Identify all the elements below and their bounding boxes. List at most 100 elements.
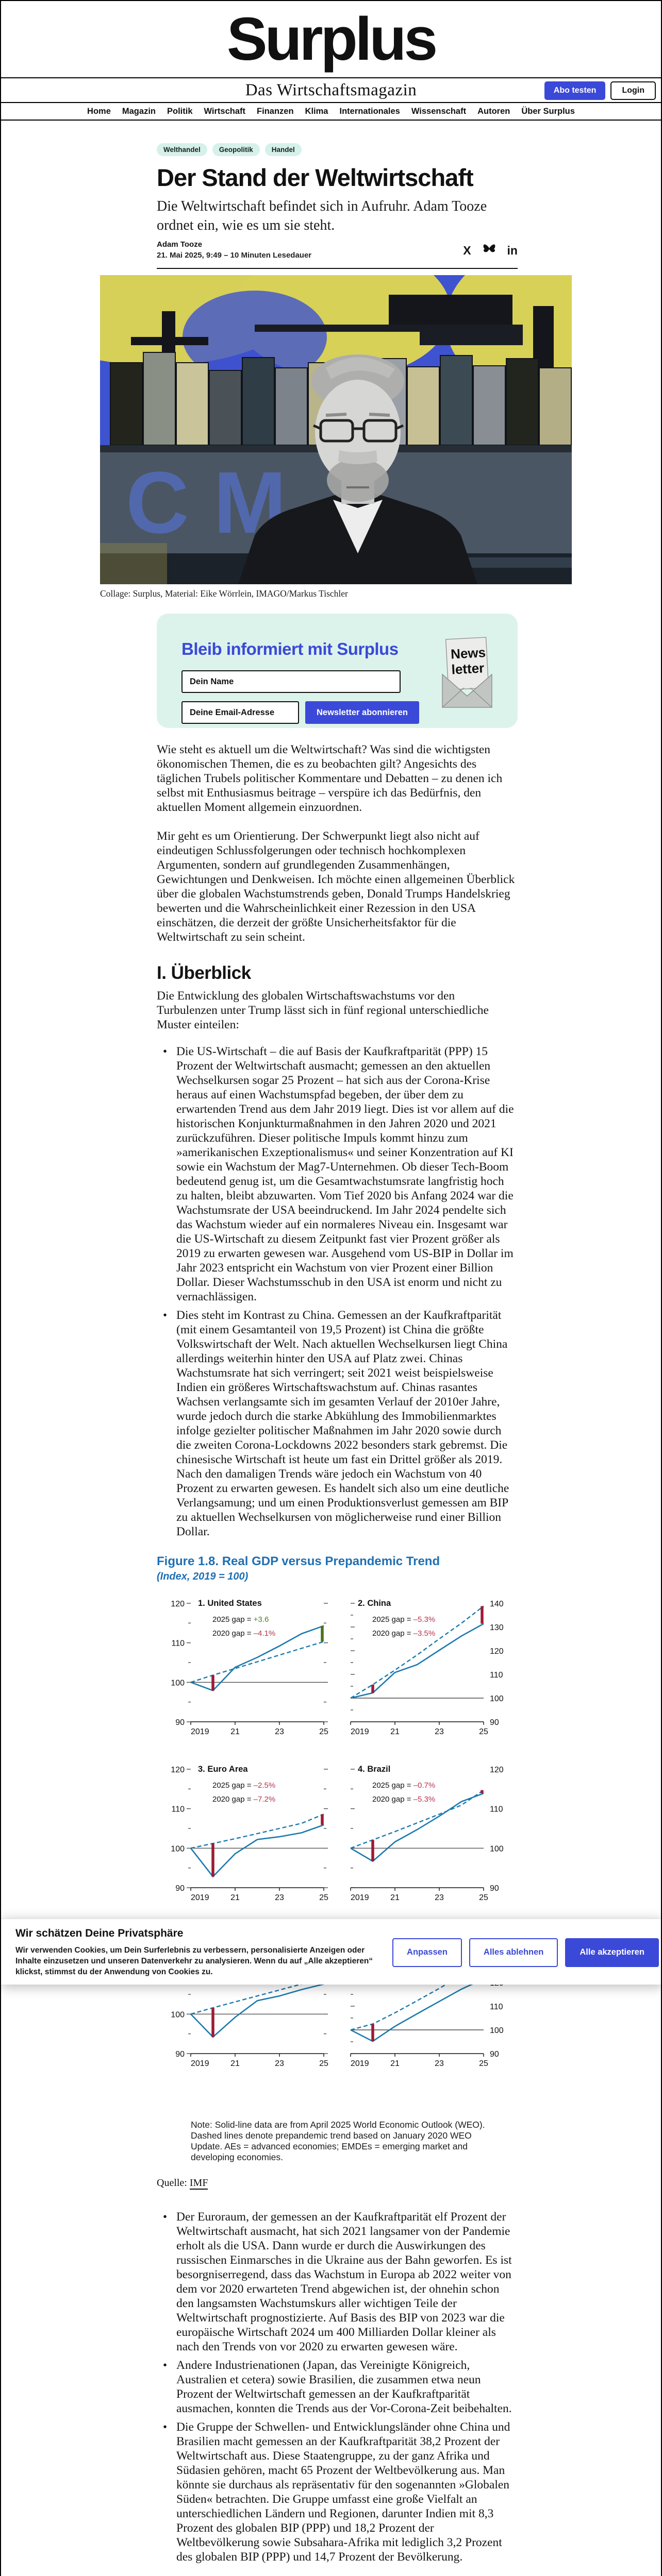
svg-text:110: 110: [171, 1639, 185, 1648]
svg-text:100: 100: [490, 1694, 504, 1703]
meta-block: Adam Tooze 21. Mai 2025, 9:49 – 10 Minut…: [157, 240, 518, 260]
svg-text:90: 90: [490, 1718, 499, 1727]
newsletter-subscribe-button[interactable]: Newsletter abonnieren: [305, 701, 419, 724]
intro-paragraph-2: Mir geht es um Orientierung. Der Schwerp…: [157, 829, 515, 944]
cookie-accept-button[interactable]: Alle akzeptieren: [565, 1938, 659, 1967]
svg-text:2019: 2019: [351, 1727, 369, 1736]
svg-text:2019: 2019: [191, 1893, 209, 1902]
svg-text:120: 120: [171, 1766, 185, 1774]
svg-text:21: 21: [230, 2059, 240, 2068]
figure-title: Figure 1.8. Real GDP versus Prepandemic …: [157, 1554, 440, 1568]
svg-text:2020 gap = –3.5%: 2020 gap = –3.5%: [372, 1629, 435, 1638]
figure-subtitle: (Index, 2019 = 100): [157, 1571, 249, 1582]
site-logo[interactable]: Surplus: [226, 5, 438, 73]
bullet-item: Andere Industrienationen (Japan, das Ver…: [157, 2358, 518, 2416]
abo-testen-button[interactable]: Abo testen: [544, 81, 606, 100]
page-title: Der Stand der Weltwirtschaft: [157, 164, 474, 191]
cookie-reject-button[interactable]: Alles ablehnen: [469, 1938, 558, 1967]
svg-text:2025 gap = +3.6: 2025 gap = +3.6: [212, 1615, 269, 1624]
bullet-item: Die US-Wirtschaft – die auf Basis der Ka…: [157, 1044, 518, 1304]
bullet-list-b: Der Euroraum, der gemessen an der Kaufkr…: [157, 2210, 518, 2564]
masthead: Surplus Das Wirtschaftsmagazin Abo teste…: [1, 1, 661, 121]
svg-text:23: 23: [435, 1727, 444, 1736]
svg-text:100: 100: [490, 2026, 504, 2035]
logo-row: Surplus: [1, 1, 661, 78]
tag-pill-geopolitik[interactable]: Geopolitik: [212, 143, 260, 156]
nav-item-internationales[interactable]: Internationales: [339, 106, 400, 116]
magazine-tagline: Das Wirtschaftsmagazin: [245, 80, 417, 99]
nav-item-wirtschaft[interactable]: Wirtschaft: [204, 106, 246, 116]
cookie-banner-title: Wir schätzen Deine Privatsphäre: [15, 1927, 184, 1939]
chart-panel-2: 90 100 110 120 130 140 2019 21 23 25 2. China 2025 …: [350, 1599, 504, 1736]
tag-pill-welthandel[interactable]: Welthandel: [157, 143, 207, 156]
svg-text:90: 90: [490, 1884, 499, 1893]
svg-text:25: 25: [319, 1727, 328, 1736]
cookie-customize-button[interactable]: Anpassen: [392, 1938, 462, 1967]
svg-text:110: 110: [490, 2003, 503, 2011]
svg-text:21: 21: [230, 1727, 240, 1736]
svg-text:130: 130: [490, 1623, 504, 1632]
bullet-item: Dies steht im Kontrast zu China. Gemesse…: [157, 1308, 518, 1539]
newsletter-name-input[interactable]: [181, 670, 401, 693]
bullet-list-a: Die US-Wirtschaft – die auf Basis der Ka…: [157, 1044, 518, 1539]
svg-text:25: 25: [319, 1893, 328, 1902]
svg-text:100: 100: [490, 1844, 504, 1853]
svg-text:3. Euro Area: 3. Euro Area: [198, 1765, 248, 1774]
figure-panels: 90 100 110 120 2019 21 23 25 1. United States 202…: [157, 1592, 518, 2074]
svg-text:90: 90: [175, 1718, 185, 1727]
author-name[interactable]: Adam Tooze: [157, 240, 203, 249]
linkedin-icon[interactable]: in: [507, 243, 518, 257]
cookie-banner-text: Wir verwenden Cookies, um Dein Surferleb…: [15, 1946, 373, 1976]
login-button[interactable]: Login: [610, 81, 656, 100]
nav-item-home[interactable]: Home: [87, 106, 111, 116]
nav-item-finanzen[interactable]: Finanzen: [257, 106, 294, 116]
portrait-adam-tooze: [238, 354, 477, 584]
svg-text:2019: 2019: [351, 2059, 369, 2068]
svg-text:120: 120: [490, 1766, 504, 1774]
svg-text:120: 120: [171, 1600, 185, 1608]
svg-text:23: 23: [275, 1893, 284, 1902]
svg-text:1. United States: 1. United States: [198, 1599, 262, 1608]
svg-text:120: 120: [490, 1647, 504, 1656]
article-subtitle: Die Weltwirtschaft befindet sich in Aufr…: [157, 198, 487, 233]
hero-collage-illustration: C M: [100, 275, 572, 584]
image-caption: Collage: Surplus, Material: Eike Wörrlei…: [100, 588, 348, 599]
svg-text:21: 21: [230, 1893, 240, 1902]
tag-list: Welthandel Geopolitik Handel: [157, 143, 518, 156]
svg-text:2025 gap = –0.7%: 2025 gap = –0.7%: [372, 1781, 435, 1790]
bluesky-icon[interactable]: [483, 243, 496, 258]
chart-panel-1: 90 100 110 120 2019 21 23 25 1. United States 202…: [171, 1599, 328, 1736]
figure-note: Note: Solid-line data are from April 202…: [191, 2120, 485, 2162]
svg-text:2. China: 2. China: [358, 1599, 391, 1608]
tag-pill-handel[interactable]: Handel: [264, 143, 302, 156]
nav-item-wissenschaft[interactable]: Wissenschaft: [411, 106, 467, 116]
share-icons: X in: [463, 243, 518, 258]
svg-text:23: 23: [275, 2059, 284, 2068]
svg-text:140: 140: [490, 1600, 504, 1608]
nav-item-autoren[interactable]: Autoren: [477, 106, 510, 116]
section-intro: Die Entwicklung des globalen Wirtschafts…: [157, 989, 489, 1031]
x-twitter-icon[interactable]: X: [463, 243, 471, 257]
nav-item-politik[interactable]: Politik: [167, 106, 193, 116]
nav-item-magazin[interactable]: Magazin: [122, 106, 156, 116]
svg-text:90: 90: [175, 1884, 185, 1893]
svg-text:2019: 2019: [191, 1727, 209, 1736]
svg-text:90: 90: [175, 2050, 185, 2059]
svg-text:2025 gap = –5.3%: 2025 gap = –5.3%: [372, 1615, 435, 1624]
nav-item-klima[interactable]: Klima: [305, 106, 328, 116]
svg-text:25: 25: [479, 1727, 488, 1736]
svg-text:90: 90: [490, 2050, 499, 2059]
svg-text:21: 21: [390, 2059, 400, 2068]
svg-text:21: 21: [390, 1893, 400, 1902]
svg-text:110: 110: [171, 1805, 185, 1814]
figure-source-link[interactable]: IMF: [189, 2177, 208, 2190]
nav-item--ber-surplus[interactable]: Über Surplus: [521, 106, 575, 116]
chart-panel-4: 90 100 110 120 2019 21 23 25 4. Brazil 2025 gap =…: [350, 1765, 504, 1902]
hero-image: C M: [100, 275, 572, 584]
svg-text:2020 gap = –7.2%: 2020 gap = –7.2%: [212, 1795, 275, 1804]
bullet-item: Die Gruppe der Schwellen- und Entwicklun…: [157, 2420, 518, 2564]
svg-text:2019: 2019: [351, 1893, 369, 1902]
svg-text:21: 21: [390, 1727, 400, 1736]
newsletter-email-input[interactable]: [181, 701, 299, 724]
